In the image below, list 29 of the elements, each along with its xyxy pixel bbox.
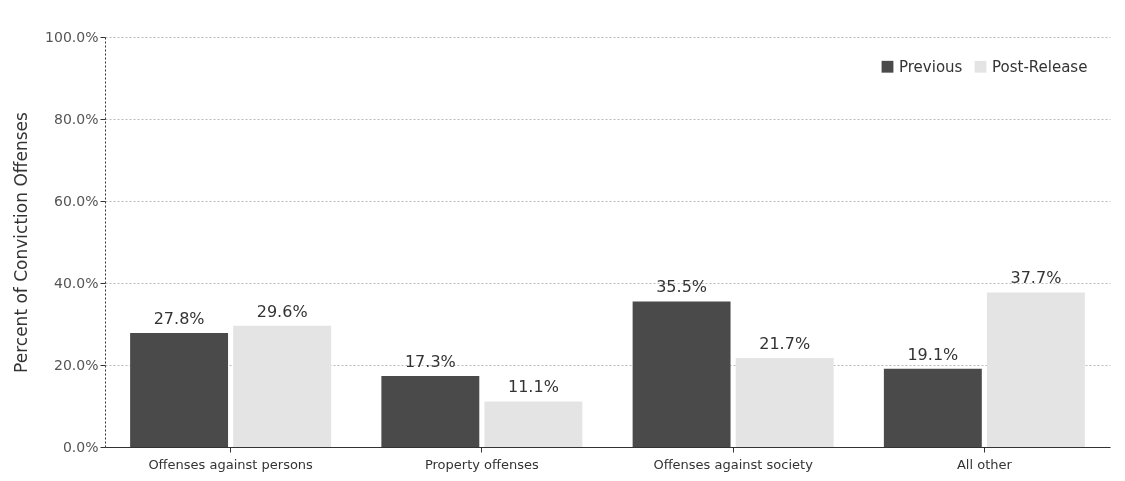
data-label: 21.7%: [759, 334, 811, 354]
bar: [986, 292, 1085, 447]
bar: [130, 333, 229, 447]
y-tick-label: 0.0%: [62, 438, 99, 455]
x-tick-label: Offenses against society: [653, 456, 814, 472]
data-label: 35.5%: [656, 277, 707, 297]
data-label: 17.3%: [404, 352, 456, 372]
legend-label: Previous: [899, 57, 963, 76]
x-tick-label: Property offenses: [424, 456, 540, 472]
bar: [883, 368, 982, 447]
y-tick-label: 20.0%: [54, 356, 99, 373]
data-label: 27.8%: [153, 309, 205, 329]
data-label: 29.6%: [256, 301, 308, 321]
y-tick-label: 100.0%: [45, 28, 99, 45]
y-tick-label: 40.0%: [54, 274, 99, 291]
y-tick-label: 80.0%: [54, 110, 99, 127]
data-label: 19.1%: [907, 344, 959, 364]
x-tick-label: All other: [956, 456, 1013, 472]
legend-label: Post-Release: [992, 57, 1088, 76]
bar: [484, 401, 583, 447]
data-label: 11.1%: [508, 377, 559, 397]
y-tick-label: 60.0%: [54, 192, 99, 209]
bar: [233, 325, 332, 447]
bar: [632, 301, 731, 447]
x-tick-label: Offenses against persons: [148, 456, 314, 472]
data-label: 37.7%: [1010, 268, 1062, 288]
bar: [381, 376, 480, 447]
y-axis-title: Percent of Conviction Offenses: [11, 111, 32, 373]
bar: [735, 358, 834, 447]
